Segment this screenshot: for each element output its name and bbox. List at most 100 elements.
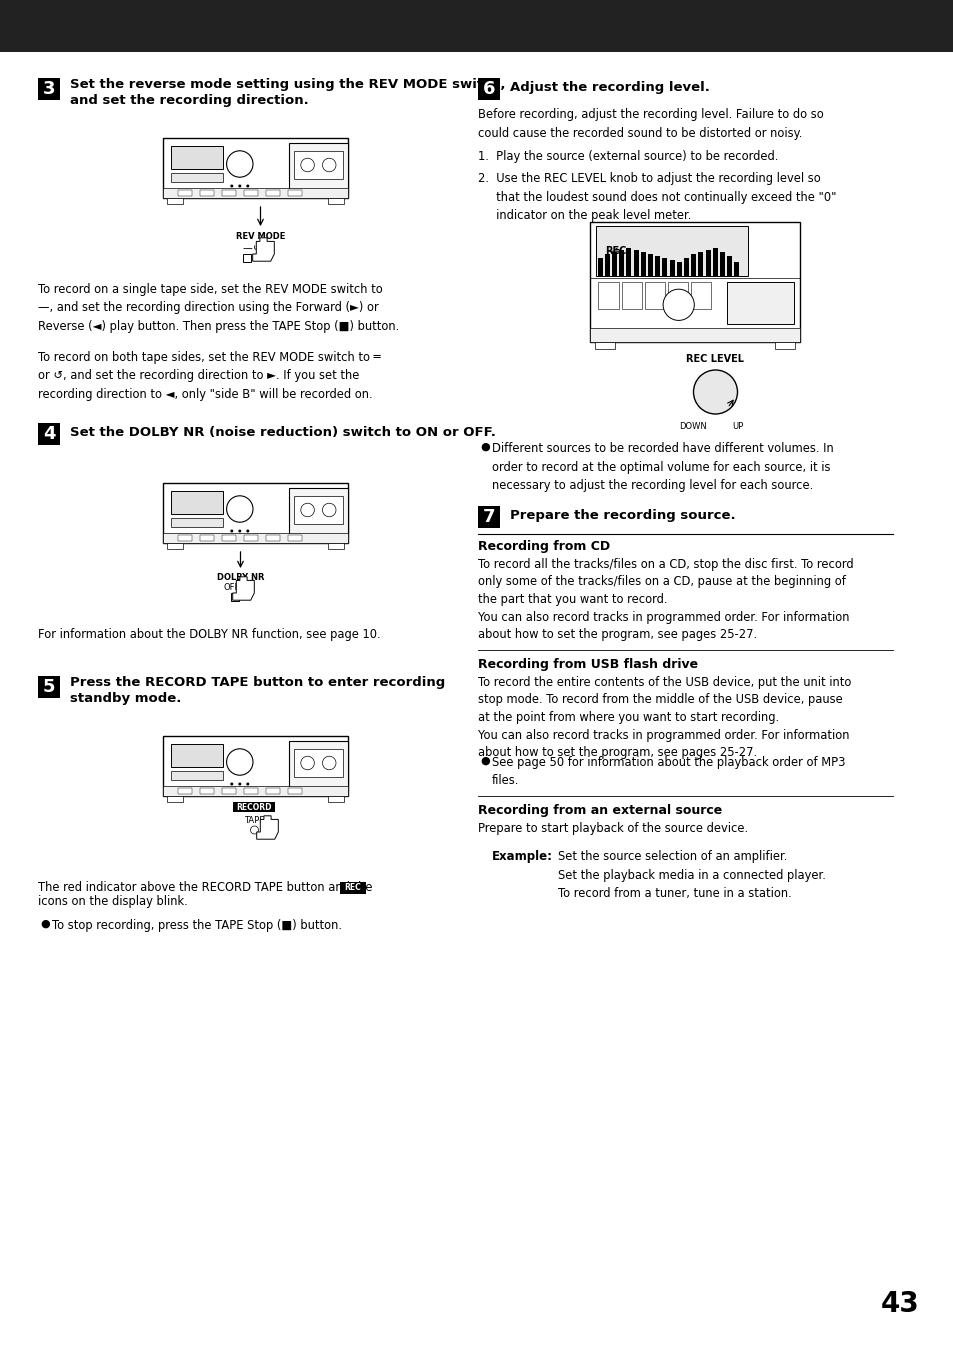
Text: REC: REC <box>344 883 361 892</box>
Text: Set the source selection of an amplifier.
Set the playback media in a connected : Set the source selection of an amplifier… <box>558 850 825 900</box>
Circle shape <box>322 504 335 517</box>
Bar <box>690 282 710 309</box>
Bar <box>266 535 280 541</box>
Bar <box>163 483 348 543</box>
Bar <box>644 282 664 309</box>
Bar <box>171 518 223 526</box>
Bar <box>477 506 499 528</box>
Circle shape <box>322 158 335 171</box>
Bar <box>163 188 348 198</box>
Bar <box>683 258 688 277</box>
Bar <box>618 250 623 277</box>
Bar <box>171 491 223 514</box>
Circle shape <box>230 185 233 188</box>
Circle shape <box>322 756 335 770</box>
Bar <box>167 543 183 549</box>
Text: The red indicator above the RECORD TAPE button and the: The red indicator above the RECORD TAPE … <box>38 882 375 894</box>
Bar <box>596 225 747 277</box>
Bar <box>655 256 659 277</box>
Bar <box>222 535 235 541</box>
Bar <box>288 788 302 794</box>
Bar <box>598 282 618 309</box>
Circle shape <box>246 783 249 786</box>
Bar <box>647 254 653 277</box>
Bar <box>328 543 344 549</box>
Bar <box>171 173 223 182</box>
Bar <box>163 736 348 796</box>
Bar <box>167 796 183 802</box>
Bar <box>266 788 280 794</box>
Bar <box>604 254 609 277</box>
Text: To record all the tracks/files on a CD, stop the disc first. To record
only some: To record all the tracks/files on a CD, … <box>477 558 853 641</box>
Text: 7: 7 <box>482 508 495 526</box>
Text: standby mode.: standby mode. <box>70 693 181 705</box>
Bar <box>590 221 800 342</box>
Circle shape <box>230 783 233 786</box>
Bar <box>595 342 615 350</box>
Bar <box>244 535 257 541</box>
Bar <box>200 190 213 196</box>
Bar <box>163 786 348 796</box>
Text: 1.  Play the source (external source) to be recorded.: 1. Play the source (external source) to … <box>477 150 778 163</box>
Bar <box>294 151 343 178</box>
Text: To record on both tape sides, set the REV MODE switch to ═
or ↺, and set the rec: To record on both tape sides, set the RE… <box>38 351 380 401</box>
Bar <box>266 190 280 196</box>
Bar <box>726 256 732 277</box>
Polygon shape <box>233 576 254 601</box>
Bar <box>163 533 348 543</box>
Circle shape <box>246 529 249 532</box>
Bar <box>775 342 795 350</box>
Text: Set the reverse mode setting using the REV MODE switch,: Set the reverse mode setting using the R… <box>70 78 505 90</box>
Circle shape <box>246 185 249 188</box>
Bar <box>590 328 800 342</box>
Text: 3: 3 <box>43 80 55 99</box>
Circle shape <box>227 749 253 775</box>
Bar <box>705 250 710 277</box>
Bar <box>289 489 348 537</box>
Text: Before recording, adjust the recording level. Failure to do so
could cause the r: Before recording, adjust the recording l… <box>477 108 822 139</box>
Bar <box>171 744 223 767</box>
Text: Example:: Example: <box>492 850 553 863</box>
Text: See page 50 for information about the playback order of MP3
files.: See page 50 for information about the pl… <box>492 756 844 787</box>
Text: 4: 4 <box>43 425 55 443</box>
Bar <box>667 282 687 309</box>
Bar <box>171 146 223 169</box>
Bar <box>294 749 343 776</box>
Bar <box>288 535 302 541</box>
Polygon shape <box>253 238 274 261</box>
Circle shape <box>238 185 241 188</box>
Text: icons on the display blink.: icons on the display blink. <box>38 895 188 909</box>
Text: For information about the DOLBY NR function, see page 10.: For information about the DOLBY NR funct… <box>38 628 380 641</box>
Text: Prepare to start playback of the source device.: Prepare to start playback of the source … <box>477 822 747 836</box>
Bar <box>294 497 343 524</box>
Text: UP: UP <box>731 423 742 431</box>
Bar <box>222 788 235 794</box>
Circle shape <box>693 370 737 414</box>
Bar <box>477 78 499 100</box>
Bar <box>734 262 739 277</box>
Bar <box>244 190 257 196</box>
Text: ↺: ↺ <box>253 243 261 252</box>
Circle shape <box>227 151 253 177</box>
Circle shape <box>300 504 314 517</box>
Text: DOLBY NR: DOLBY NR <box>216 572 264 582</box>
Text: Recording from an external source: Recording from an external source <box>477 805 721 817</box>
Bar <box>38 423 60 446</box>
Bar <box>171 771 223 780</box>
Bar <box>698 252 702 277</box>
Bar <box>726 282 793 324</box>
Bar <box>289 143 348 193</box>
Text: RECORD: RECORD <box>236 802 272 811</box>
Text: ●: ● <box>479 441 489 452</box>
Bar <box>243 254 252 262</box>
Circle shape <box>230 529 233 532</box>
Bar <box>232 593 239 601</box>
Bar <box>640 252 645 277</box>
Text: REC LEVEL: REC LEVEL <box>686 354 743 364</box>
Bar <box>633 250 638 277</box>
Text: ON: ON <box>243 583 255 593</box>
Text: To record the entire contents of the USB device, put the unit into
stop mode. To: To record the entire contents of the USB… <box>477 676 850 759</box>
Circle shape <box>300 756 314 770</box>
Text: 5: 5 <box>43 678 55 697</box>
Text: and set the recording direction.: and set the recording direction. <box>70 95 309 107</box>
